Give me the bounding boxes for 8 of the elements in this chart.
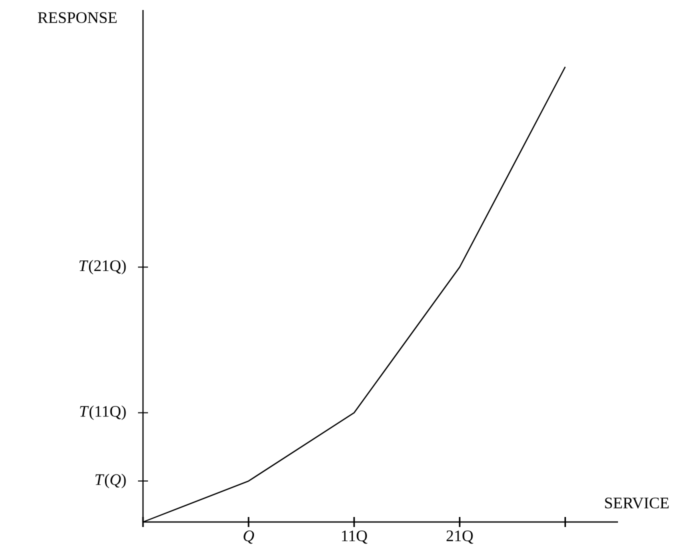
text: T(11Q) — [80, 406, 126, 420]
y-axis-title: RESPONSE — [38, 12, 117, 24]
text: T(Q) — [95, 474, 126, 488]
text: T(21Q) — [79, 260, 126, 274]
x-tick-label: Q — [244, 530, 254, 544]
x-tick-label: 11Q — [342, 530, 368, 544]
x-tick-label: 21Q — [446, 530, 474, 544]
x-axis-title: SERVICE — [605, 498, 669, 508]
